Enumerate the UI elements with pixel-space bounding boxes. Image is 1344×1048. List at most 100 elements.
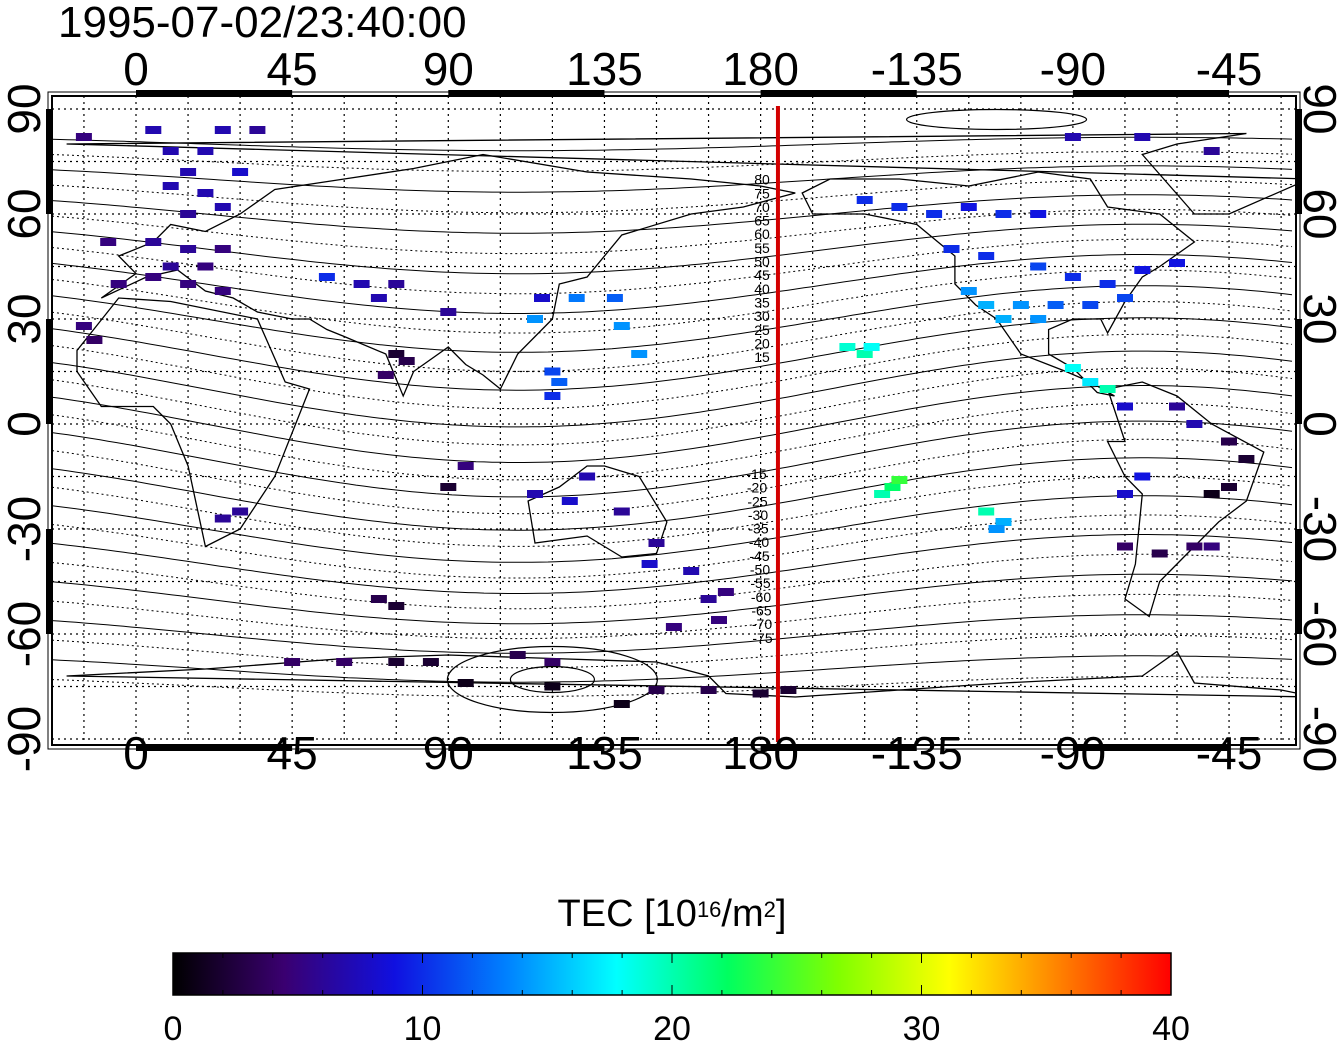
contour-label: 75 bbox=[754, 185, 770, 201]
tec-point bbox=[544, 392, 561, 400]
tec-point bbox=[75, 133, 92, 141]
longitude-tick-label: 135 bbox=[566, 727, 643, 779]
tec-point bbox=[1186, 420, 1203, 428]
magnetic-contour bbox=[52, 194, 1293, 234]
magnetic-contour bbox=[52, 385, 1293, 463]
longitude-tick-label: 180 bbox=[722, 727, 799, 779]
tec-point bbox=[1030, 315, 1047, 323]
contour-label: 55 bbox=[754, 240, 770, 256]
longitude-tick-label: -135 bbox=[870, 727, 963, 779]
tec-point bbox=[336, 658, 353, 666]
tec-point bbox=[145, 238, 162, 246]
tec-point bbox=[162, 182, 179, 190]
tec-point bbox=[978, 301, 995, 309]
frame-outer-border bbox=[47, 91, 1301, 750]
magnetic-contour bbox=[52, 367, 1293, 446]
magnetic-contour bbox=[52, 285, 1293, 353]
latitude-tick-text: 90 bbox=[1294, 83, 1344, 135]
tec-point bbox=[388, 658, 405, 666]
tec-point bbox=[874, 490, 891, 498]
contour-label: 30 bbox=[754, 308, 770, 324]
tec-point bbox=[1203, 490, 1220, 498]
magnetic-contour bbox=[52, 254, 1293, 314]
longitude-tick-label: -90 bbox=[1039, 727, 1107, 779]
contour-label: 60 bbox=[754, 226, 770, 242]
tec-point bbox=[579, 472, 596, 481]
frame-bar-top bbox=[448, 90, 605, 96]
tec-point bbox=[1238, 455, 1255, 463]
tec-point bbox=[180, 168, 197, 176]
latitude-tick-text: 0 bbox=[1294, 411, 1344, 437]
magnetic-contour bbox=[52, 593, 1293, 640]
contour-label: 80 bbox=[754, 172, 770, 188]
tec-point bbox=[162, 147, 179, 155]
contour-label: -45 bbox=[749, 548, 769, 564]
tec-point bbox=[457, 679, 474, 687]
latitude-tick-text: -30 bbox=[1294, 495, 1344, 563]
tec-point bbox=[648, 539, 665, 547]
tec-point bbox=[544, 367, 561, 376]
magnetic-contour bbox=[52, 655, 1293, 683]
longitude-tick-label: 135 bbox=[566, 43, 643, 95]
tec-point bbox=[752, 689, 769, 698]
latitude-tick-text: -60 bbox=[0, 600, 50, 668]
tec-point bbox=[197, 189, 214, 197]
tec-point bbox=[388, 350, 405, 358]
tec-point bbox=[388, 280, 405, 288]
tec-point bbox=[960, 287, 977, 295]
tec-point bbox=[180, 280, 197, 288]
tec-point bbox=[214, 514, 231, 523]
contour-lines bbox=[52, 108, 1293, 714]
magnetic-contour bbox=[52, 136, 1293, 152]
coastline bbox=[66, 132, 1296, 215]
tec-point bbox=[534, 294, 550, 302]
magnetic-contour bbox=[52, 438, 1293, 515]
magnetic-contour bbox=[52, 223, 1293, 275]
tec-point bbox=[960, 203, 977, 211]
tec-point bbox=[613, 507, 630, 516]
tec-point bbox=[145, 126, 162, 134]
frame-bar-bottom bbox=[760, 745, 917, 751]
magnetic-contour bbox=[52, 614, 1293, 654]
tec-point bbox=[398, 357, 415, 365]
tec-point bbox=[700, 686, 717, 694]
tec-point bbox=[978, 507, 995, 516]
contour-label: -25 bbox=[747, 493, 767, 509]
contour-label: 35 bbox=[754, 295, 770, 311]
tec-point bbox=[318, 273, 335, 281]
tec-point bbox=[978, 252, 995, 260]
tec-point bbox=[891, 476, 908, 484]
tec-point bbox=[422, 658, 439, 666]
tec-point bbox=[1030, 262, 1047, 271]
tec-point bbox=[1134, 266, 1151, 274]
tec-point bbox=[100, 238, 117, 246]
tec-point bbox=[780, 686, 797, 694]
pole-contour-middle bbox=[446, 645, 659, 714]
coastline bbox=[66, 650, 1296, 698]
colorbar bbox=[172, 952, 1172, 996]
tec-point bbox=[1064, 364, 1081, 372]
magnetic-contour bbox=[52, 534, 1293, 594]
tec-point bbox=[1117, 294, 1133, 302]
longitude-tick-label: 0 bbox=[123, 43, 149, 95]
map-title: 1995-07-02/23:40:00 bbox=[58, 0, 467, 47]
frame-bar-left bbox=[46, 319, 52, 424]
tec-point bbox=[1186, 542, 1203, 551]
coastline bbox=[100, 153, 796, 398]
tec-point bbox=[544, 658, 561, 666]
colorbar-title-prefix: TEC [10 bbox=[557, 893, 697, 935]
tec-point bbox=[1134, 472, 1151, 481]
tec-point bbox=[145, 273, 162, 281]
colorbar-tick-label: 40 bbox=[1152, 1010, 1190, 1048]
tec-point bbox=[214, 245, 231, 253]
latitude-tick-text: 60 bbox=[0, 188, 50, 240]
magnetic-contour bbox=[52, 269, 1293, 334]
tec-point bbox=[1099, 385, 1116, 393]
tec-point bbox=[943, 245, 960, 253]
tec-point bbox=[613, 700, 630, 708]
frame-bar-right bbox=[1296, 319, 1302, 424]
colorbar-tick-label: 0 bbox=[163, 1010, 183, 1048]
latitude-tick-text: 90 bbox=[0, 83, 50, 135]
